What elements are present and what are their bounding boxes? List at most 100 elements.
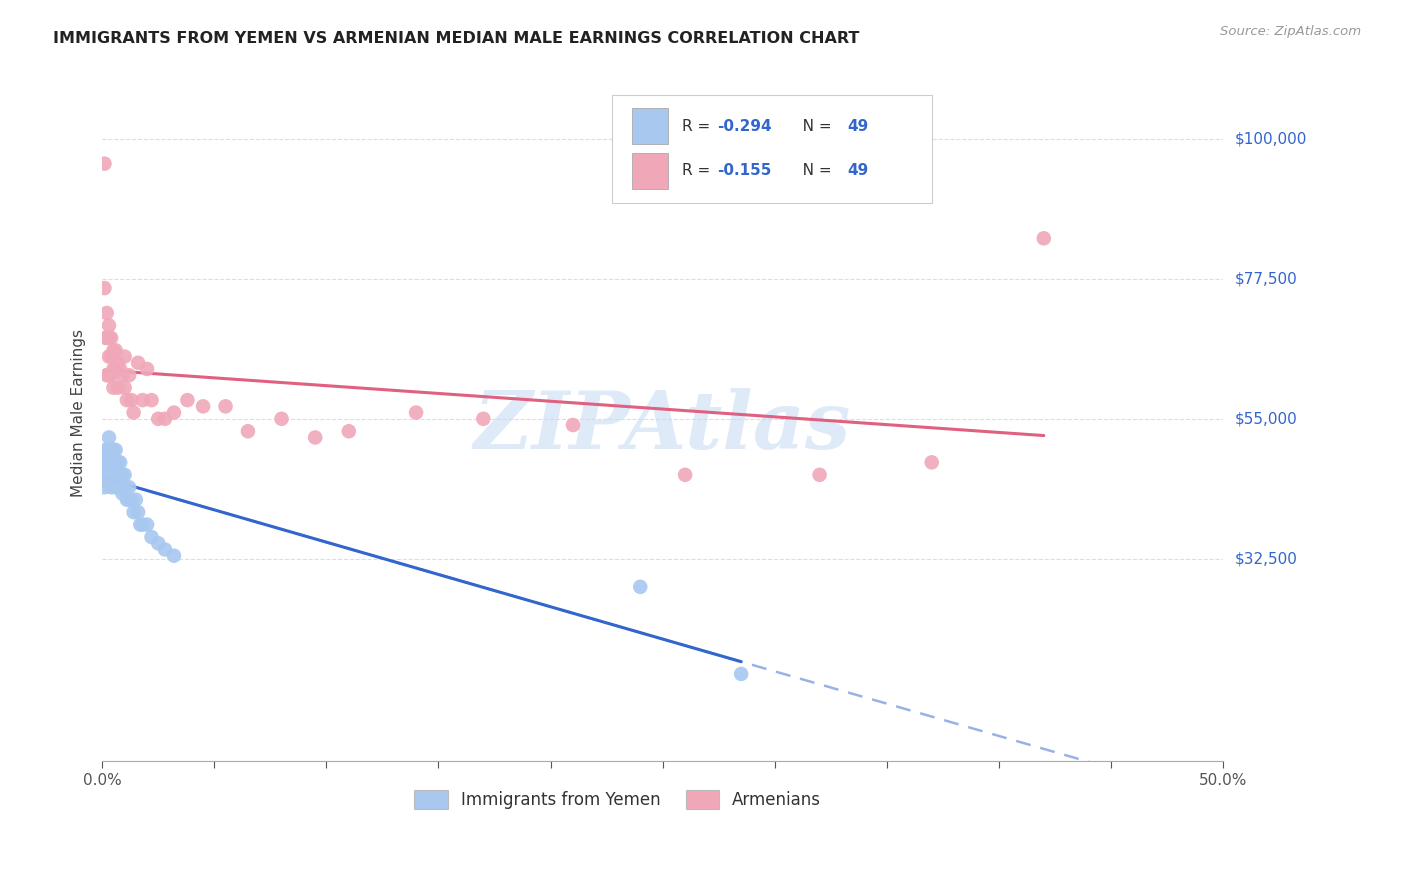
Point — [270, 411, 292, 425]
Legend: Immigrants from Yemen, Armenians: Immigrants from Yemen, Armenians — [408, 783, 828, 815]
Point — [103, 343, 125, 358]
Point — [103, 442, 125, 457]
Point — [107, 455, 129, 469]
Point — [191, 400, 214, 414]
Point — [114, 480, 136, 494]
Point — [104, 343, 127, 358]
Point — [94, 455, 117, 469]
Point — [97, 442, 120, 457]
Point — [97, 318, 120, 333]
Point — [93, 467, 115, 482]
Point — [93, 480, 115, 494]
Point — [129, 517, 152, 532]
Point — [125, 492, 148, 507]
Point — [111, 368, 134, 383]
Point — [97, 461, 120, 475]
Point — [1032, 231, 1054, 245]
Point — [114, 467, 136, 482]
Point — [97, 331, 120, 345]
Text: 49: 49 — [848, 119, 869, 134]
Point — [107, 356, 129, 370]
Point — [127, 505, 149, 519]
Text: IMMIGRANTS FROM YEMEN VS ARMENIAN MEDIAN MALE EARNINGS CORRELATION CHART: IMMIGRANTS FROM YEMEN VS ARMENIAN MEDIAN… — [53, 31, 860, 46]
Point — [236, 424, 259, 438]
Text: $77,500: $77,500 — [1234, 271, 1296, 286]
Point — [100, 350, 122, 364]
Point — [96, 474, 118, 488]
Point — [97, 430, 120, 444]
Point — [730, 667, 752, 681]
Point — [103, 381, 125, 395]
Text: N =: N = — [789, 163, 837, 178]
Point — [91, 467, 114, 482]
Bar — [633, 108, 668, 145]
Point — [122, 406, 145, 420]
Point — [107, 381, 129, 395]
Point — [94, 331, 117, 345]
Point — [97, 442, 120, 457]
Point — [96, 467, 118, 482]
Point — [97, 455, 120, 469]
Point — [93, 156, 115, 170]
Point — [97, 368, 120, 383]
Point — [304, 430, 326, 444]
Point — [131, 393, 153, 408]
Point — [108, 455, 131, 469]
Point — [103, 474, 125, 488]
Point — [120, 492, 142, 507]
Point — [108, 362, 131, 376]
Point — [100, 368, 122, 383]
Point — [118, 492, 141, 507]
Point — [562, 417, 585, 432]
Text: $32,500: $32,500 — [1234, 551, 1298, 566]
Point — [472, 411, 495, 425]
Point — [93, 281, 115, 295]
Text: -0.294: -0.294 — [717, 119, 772, 134]
Point — [153, 411, 176, 425]
Point — [153, 542, 176, 557]
Point — [97, 350, 120, 364]
Point — [100, 442, 122, 457]
Point — [96, 368, 118, 383]
Text: R =: R = — [682, 119, 714, 134]
Point — [118, 480, 141, 494]
Point — [131, 517, 153, 532]
Point — [127, 356, 149, 370]
Text: $55,000: $55,000 — [1234, 411, 1296, 426]
Point — [100, 480, 122, 494]
Text: ZIPAtlas: ZIPAtlas — [474, 388, 852, 466]
Text: R =: R = — [682, 163, 714, 178]
Point — [163, 549, 186, 563]
Point — [136, 362, 159, 376]
Point — [104, 442, 127, 457]
Y-axis label: Median Male Earnings: Median Male Earnings — [72, 328, 86, 497]
Point — [96, 306, 118, 320]
Point — [628, 580, 651, 594]
Point — [94, 442, 117, 457]
Point — [921, 455, 943, 469]
Point — [111, 486, 134, 500]
Point — [122, 505, 145, 519]
Point — [673, 467, 696, 482]
Text: $100,000: $100,000 — [1234, 131, 1306, 146]
Text: -0.155: -0.155 — [717, 163, 772, 178]
Point — [111, 467, 134, 482]
Point — [114, 381, 136, 395]
Point — [103, 362, 125, 376]
Point — [96, 331, 118, 345]
Point — [141, 530, 163, 544]
Point — [214, 400, 236, 414]
Point — [405, 406, 427, 420]
Point — [93, 455, 115, 469]
Point — [141, 393, 163, 408]
Point — [115, 492, 138, 507]
Text: Source: ZipAtlas.com: Source: ZipAtlas.com — [1220, 25, 1361, 38]
Point — [104, 455, 127, 469]
Point — [808, 467, 831, 482]
Point — [115, 393, 138, 408]
FancyBboxPatch shape — [612, 95, 932, 203]
Text: N =: N = — [789, 119, 837, 134]
Point — [100, 467, 122, 482]
Point — [136, 517, 159, 532]
Point — [176, 393, 198, 408]
